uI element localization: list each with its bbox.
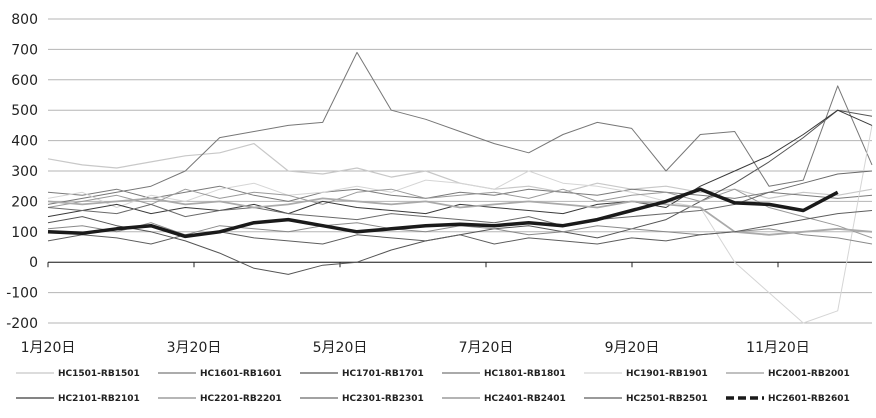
- y-tick-label: 200: [11, 194, 38, 210]
- series-line: [47, 185, 873, 202]
- legend-item: HC2001-RB2001: [726, 369, 850, 379]
- legend-item: HC2201-RB2201: [158, 394, 282, 404]
- series-line: [47, 210, 873, 245]
- y-tick-label: 800: [11, 12, 38, 28]
- x-tick-label: 7月20日: [459, 340, 514, 356]
- legend-item: HC1901-RB1901: [584, 369, 708, 379]
- legend-label: HC1901-RB1901: [626, 369, 708, 379]
- y-tick-label: 300: [11, 164, 38, 180]
- series-lines: [47, 51, 873, 324]
- legend: HC1501-RB1501 HC1601-RB1601 HC1701-RB1701 H…: [16, 369, 850, 404]
- legend-label: HC1501-RB1501: [58, 369, 140, 379]
- series-line: [47, 109, 873, 218]
- legend-label: HC2001-RB2001: [768, 369, 850, 379]
- series-line: [47, 125, 873, 324]
- legend-item: HC1801-RB1801: [442, 369, 566, 379]
- y-tick-label: -200: [6, 316, 38, 332]
- legend-item: HC2601-RB2601: [726, 394, 850, 404]
- y-axis-ticks: 800 700 600 500 400 300 200 100 0 -100 -200: [6, 12, 38, 332]
- legend-item: HC2301-RB2301: [300, 394, 424, 404]
- y-tick-label: 600: [11, 73, 38, 89]
- legend-item: HC1701-RB1701: [300, 369, 424, 379]
- y-tick-label: 100: [11, 225, 38, 241]
- grid-lines: [48, 18, 872, 324]
- legend-label: HC2601-RB2601: [768, 394, 850, 404]
- legend-label: HC1601-RB1601: [200, 369, 282, 379]
- y-tick-label: 500: [11, 103, 38, 119]
- x-tick-label: 1月20日: [21, 340, 76, 356]
- x-tick-label: 5月20日: [313, 340, 368, 356]
- x-tick-label: 11月20日: [746, 340, 810, 356]
- x-tick-label: 3月20日: [167, 340, 222, 356]
- x-tick-label: 9月20日: [605, 340, 660, 356]
- legend-item: HC2401-RB2401: [442, 394, 566, 404]
- legend-label: HC2401-RB2401: [484, 394, 566, 404]
- legend-item: HC2501-RB2501: [584, 394, 708, 404]
- series-line: [47, 170, 873, 227]
- series-line: [47, 51, 873, 205]
- legend-label: HC2501-RB2501: [626, 394, 708, 404]
- series-line: [47, 187, 839, 239]
- legend-item: HC1601-RB1601: [158, 369, 282, 379]
- legend-label: HC2301-RB2301: [342, 394, 424, 404]
- legend-label: HC1701-RB1701: [342, 369, 424, 379]
- y-tick-label: 400: [11, 134, 38, 150]
- y-tick-label: 0: [29, 255, 38, 271]
- legend-item: HC1501-RB1501: [16, 369, 140, 379]
- legend-label: HC2201-RB2201: [200, 394, 282, 404]
- legend-label: HC1801-RB1801: [484, 369, 566, 379]
- y-tick-label: -100: [6, 286, 38, 302]
- x-axis-ticks: 1月20日 3月20日 5月20日 7月20日 9月20日 11月20日: [21, 262, 810, 356]
- series-line: [47, 188, 873, 239]
- y-tick-label: 700: [11, 42, 38, 58]
- legend-item: HC2101-RB2101: [16, 394, 140, 404]
- legend-label: HC2101-RB2101: [58, 394, 140, 404]
